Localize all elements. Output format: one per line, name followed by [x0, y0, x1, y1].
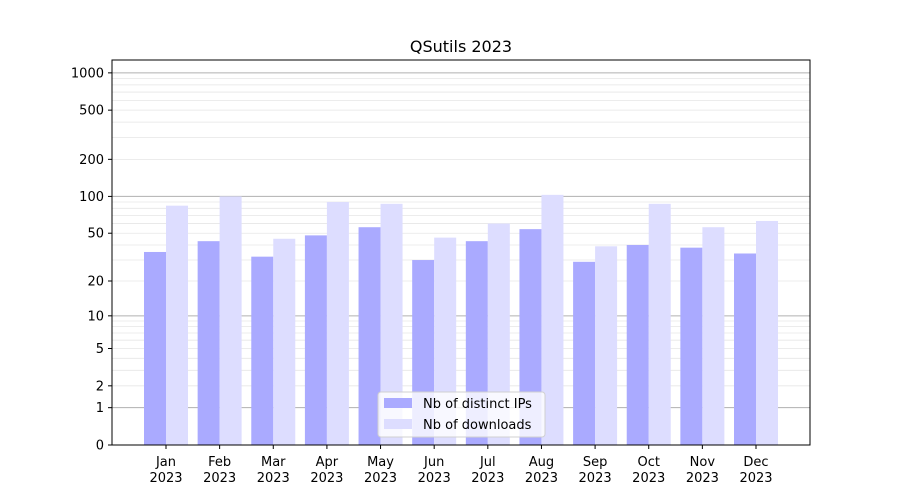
y-tick-label: 5	[96, 342, 104, 357]
bar-distinct-ips	[734, 253, 756, 445]
bar-distinct-ips	[144, 251, 166, 445]
x-tick-label: Dec	[743, 455, 768, 470]
bar-downloads	[326, 202, 349, 445]
bar-distinct-ips	[573, 261, 596, 445]
x-tick-label: Jan	[155, 455, 176, 470]
y-tick-label: 50	[87, 227, 104, 242]
x-tick-label: Jun	[423, 455, 444, 470]
x-tick-label: 2023	[364, 471, 397, 486]
bar-distinct-ips	[519, 229, 542, 445]
x-tick-label: 2023	[203, 471, 236, 486]
x-tick-label: 2023	[257, 471, 290, 486]
bar-distinct-ips	[680, 247, 703, 445]
bar-downloads	[487, 223, 510, 445]
y-tick-label: 2	[96, 379, 104, 394]
bar-distinct-ips	[251, 256, 274, 445]
x-tick-label: 2023	[418, 471, 451, 486]
x-axis: Jan2023Feb2023Mar2023Apr2023May2023Jun20…	[149, 445, 773, 486]
x-tick-label: 2023	[739, 471, 772, 486]
x-tick-label: 2023	[632, 471, 665, 486]
bar-downloads	[219, 196, 242, 445]
bar-downloads	[595, 246, 618, 445]
x-tick-label: Nov	[690, 455, 716, 470]
bar-distinct-ips	[358, 227, 381, 445]
chart-title: QSutils 2023	[410, 37, 512, 56]
y-axis: 0 1 2 5 10 20 50 100 200 500 1000	[71, 66, 112, 454]
y-tick-label: 1	[96, 401, 104, 416]
x-tick-label: 2023	[525, 471, 558, 486]
plot-frame	[111, 59, 811, 446]
y-tick-label: 10	[87, 309, 104, 324]
y-tick-label: 200	[79, 153, 104, 168]
legend-label: Nb of downloads	[423, 418, 532, 433]
x-tick-label: 2023	[149, 471, 182, 486]
bar-downloads	[541, 194, 564, 445]
bar-downloads	[648, 203, 671, 445]
bar-downloads	[380, 203, 403, 445]
x-tick-label: Feb	[208, 455, 231, 470]
x-tick-label: Sep	[583, 455, 608, 470]
y-tick-label: 1000	[71, 66, 104, 81]
x-tick-label: Aug	[529, 455, 554, 470]
x-tick-label: 2023	[471, 471, 504, 486]
x-tick-label: 2023	[579, 471, 612, 486]
x-tick-label: May	[367, 455, 394, 470]
y-tick-label: 0	[96, 439, 104, 454]
x-tick-label: Mar	[261, 455, 286, 470]
bar-distinct-ips	[304, 235, 327, 445]
y-tick-label: 20	[87, 275, 104, 290]
legend-label: Nb of distinct IPs	[423, 397, 532, 412]
y-tick-label: 500	[79, 104, 104, 119]
x-tick-label: 2023	[310, 471, 343, 486]
bar-downloads	[273, 238, 296, 445]
bar-downloads	[702, 227, 725, 445]
bar-downloads	[756, 220, 778, 445]
x-tick-label: Oct	[637, 455, 659, 470]
bars	[144, 194, 778, 445]
bar-downloads	[166, 205, 188, 445]
legend-swatch	[384, 419, 412, 429]
legend-box	[377, 391, 546, 438]
bar-distinct-ips	[197, 241, 220, 445]
legend: Nb of distinct IPs Nb of downloads	[377, 391, 546, 438]
x-tick-label: Jul	[479, 455, 496, 470]
bar-distinct-ips	[626, 244, 649, 445]
y-tick-label: 100	[79, 190, 104, 205]
x-tick-label: Apr	[316, 455, 339, 470]
x-tick-label: 2023	[686, 471, 719, 486]
legend-swatch	[384, 398, 412, 408]
